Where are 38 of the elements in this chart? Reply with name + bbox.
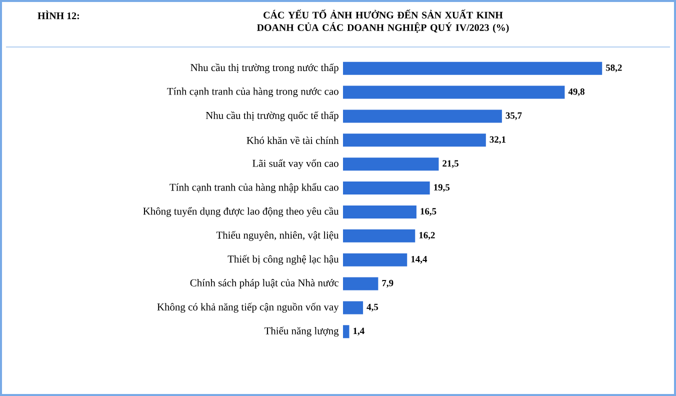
y-tick-label: Nhu cầu thị trường trong nước thấp bbox=[190, 63, 338, 74]
bar bbox=[343, 325, 350, 338]
y-tick-label: Tính cạnh tranh của hàng trong nước cao bbox=[167, 88, 338, 98]
bar bbox=[343, 229, 416, 242]
bar bbox=[343, 277, 378, 290]
data-label: 14,4 bbox=[411, 256, 428, 264]
data-label: 16,2 bbox=[419, 232, 435, 240]
data-label: 49,8 bbox=[568, 88, 584, 96]
y-tick-label: Lãi suất vay vốn cao bbox=[252, 159, 338, 170]
data-label: 7,9 bbox=[382, 280, 394, 288]
y-tick-label: Thiếu nguyên, nhiên, vật liệu bbox=[216, 231, 339, 241]
data-label: 16,5 bbox=[420, 208, 436, 216]
y-tick-label: Nhu cầu thị trường quốc tế thấp bbox=[206, 111, 338, 122]
bar bbox=[343, 134, 486, 147]
y-tick-label: Khó khăn về tài chính bbox=[246, 136, 339, 144]
y-tick-label: Thiết bị công nghệ lạc hậu bbox=[228, 254, 339, 265]
y-tick-label: Chính sách pháp luật của Nhà nước bbox=[190, 279, 338, 289]
data-label: 19,5 bbox=[434, 184, 450, 192]
data-label: 35,7 bbox=[506, 112, 522, 120]
bar bbox=[343, 158, 439, 171]
bar bbox=[343, 253, 408, 266]
y-tick-label: Không có khả năng tiếp cận nguồn vốn vay bbox=[157, 302, 339, 313]
bar bbox=[343, 62, 602, 75]
bar bbox=[343, 301, 364, 314]
data-label: 4,5 bbox=[366, 304, 378, 312]
y-tick-label: Tính cạnh tranh của hàng nhập khẩu cao bbox=[170, 183, 338, 193]
data-label: 21,5 bbox=[442, 160, 458, 168]
chart-title: CÁC YẾU TỐ ẢNH HƯỞNG ĐẾN SẢN XUẤT KINH DOANH CỦA CÁC DOANH NGHIỆP QUÝ IV/2023 (%) bbox=[256, 10, 509, 33]
data-label: 32,1 bbox=[490, 136, 506, 144]
data-label: 1,4 bbox=[354, 328, 364, 336]
bar bbox=[343, 182, 430, 195]
bar bbox=[343, 205, 416, 218]
y-tick-label: Không tuyển dụng được lao động theo yêu cầu bbox=[143, 207, 339, 217]
y-tick-label: Thiếu năng lượng bbox=[264, 326, 339, 337]
bar bbox=[343, 86, 565, 99]
data-label: 58,2 bbox=[606, 64, 622, 72]
bar bbox=[343, 110, 502, 123]
text: HÌNH 12: bbox=[38, 10, 79, 20]
